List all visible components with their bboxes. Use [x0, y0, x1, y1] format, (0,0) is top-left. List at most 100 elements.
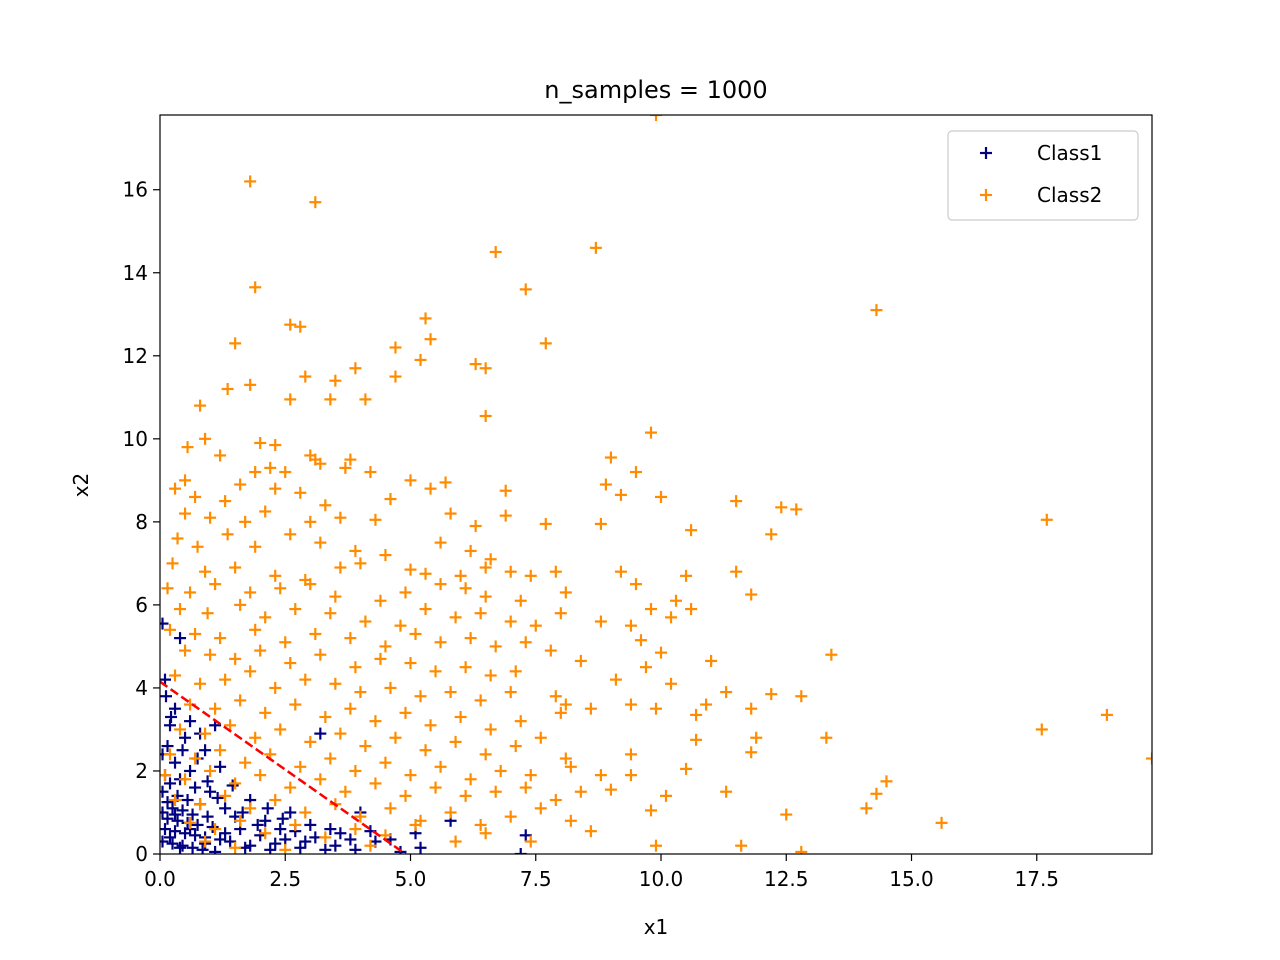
point-class2	[179, 773, 192, 786]
point-class2	[224, 719, 237, 732]
point-class1	[201, 775, 214, 788]
point-class2	[434, 636, 447, 649]
point-class2	[179, 474, 192, 487]
point-class2	[469, 520, 482, 533]
point-class2	[229, 337, 242, 350]
point-class2	[685, 524, 698, 537]
point-class2	[319, 499, 332, 512]
point-class1	[214, 833, 227, 846]
point-class2	[519, 283, 532, 296]
point-class2	[434, 760, 447, 773]
point-class2	[745, 588, 758, 601]
point-class1	[284, 806, 297, 819]
point-class1	[201, 810, 214, 823]
point-class2	[594, 769, 607, 782]
point-class2	[629, 466, 642, 479]
point-class2	[244, 586, 257, 599]
point-class2	[199, 432, 212, 445]
point-class2	[644, 603, 657, 616]
point-class2	[469, 358, 482, 371]
point-class2	[394, 619, 407, 632]
point-class1	[206, 821, 219, 834]
point-class2	[514, 594, 527, 607]
point-class2	[389, 341, 402, 354]
point-class1	[414, 841, 427, 854]
point-class2	[820, 731, 833, 744]
point-class2	[374, 594, 387, 607]
point-class2	[665, 677, 678, 690]
point-class2	[524, 769, 537, 782]
point-class2	[644, 804, 657, 817]
point-class2	[504, 686, 517, 699]
point-class2	[780, 808, 793, 821]
point-class1	[174, 632, 187, 645]
point-class1	[160, 785, 169, 798]
point-class2	[294, 760, 307, 773]
point-class2	[479, 561, 492, 574]
point-class2	[174, 603, 187, 616]
point-class1	[214, 760, 227, 773]
legend-marker	[980, 189, 992, 201]
point-class2	[229, 841, 242, 854]
point-class1	[204, 785, 217, 798]
point-class2	[650, 115, 662, 121]
point-class2	[680, 569, 693, 582]
point-class2	[775, 501, 788, 514]
point-class1	[191, 818, 204, 831]
point-class2	[790, 503, 803, 516]
point-class2	[404, 474, 417, 487]
point-class2	[494, 764, 507, 777]
point-class2	[534, 731, 547, 744]
point-class2	[179, 507, 192, 520]
y-tick-label: 4	[135, 676, 148, 700]
point-class2	[414, 690, 427, 703]
point-class2	[289, 698, 302, 711]
point-class2	[209, 702, 222, 715]
point-class2	[690, 708, 703, 721]
point-class2	[429, 665, 442, 678]
point-class1	[211, 791, 224, 804]
point-class2	[194, 677, 207, 690]
point-class2	[319, 831, 332, 844]
point-class2	[354, 810, 367, 823]
point-class2	[359, 615, 372, 628]
point-class2	[234, 598, 247, 611]
point-class2	[624, 748, 637, 761]
point-class2	[264, 461, 277, 474]
point-class2	[259, 706, 272, 719]
point-class1	[161, 812, 174, 825]
point-class1	[189, 781, 202, 794]
point-class2	[499, 509, 512, 522]
point-class1	[181, 794, 194, 807]
point-class1	[236, 806, 249, 819]
point-class2	[519, 636, 532, 649]
point-class2	[539, 337, 552, 350]
point-class1	[334, 827, 347, 840]
point-class1	[514, 848, 527, 854]
point-class2	[449, 611, 462, 624]
chart-title: n_samples = 1000	[544, 76, 767, 104]
point-class2	[479, 590, 492, 603]
point-class2	[219, 789, 232, 802]
point-class2	[404, 657, 417, 670]
point-class2	[655, 646, 668, 659]
point-class2	[160, 769, 172, 782]
point-class2	[334, 511, 347, 524]
point-class2	[319, 710, 332, 723]
point-class2	[369, 513, 382, 526]
point-class2	[269, 482, 282, 495]
point-class2	[459, 789, 472, 802]
point-class1	[269, 837, 282, 850]
point-class2	[880, 775, 893, 788]
point-class2	[314, 773, 327, 786]
point-class2	[289, 818, 302, 831]
point-class2	[399, 789, 412, 802]
point-class1	[176, 744, 189, 757]
point-class2	[169, 482, 182, 495]
legend-marker	[980, 147, 992, 159]
point-class2	[249, 731, 262, 744]
point-class2	[274, 723, 287, 736]
x-tick-label: 17.5	[1015, 867, 1060, 891]
point-class1	[251, 818, 264, 831]
point-class2	[449, 835, 462, 848]
